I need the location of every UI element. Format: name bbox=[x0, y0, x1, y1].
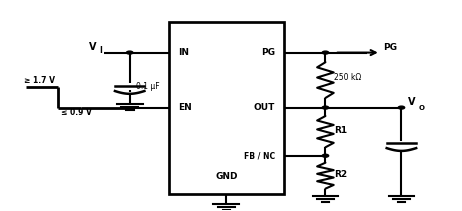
Circle shape bbox=[127, 51, 133, 54]
Text: OUT: OUT bbox=[253, 103, 275, 112]
Bar bbox=[169, 22, 284, 193]
Text: I: I bbox=[100, 46, 103, 55]
Circle shape bbox=[322, 51, 328, 54]
Text: PG: PG bbox=[261, 48, 275, 57]
Text: 0.1 μF: 0.1 μF bbox=[136, 82, 159, 91]
Text: FB / NC: FB / NC bbox=[243, 151, 275, 160]
Circle shape bbox=[322, 106, 328, 109]
Text: R2: R2 bbox=[334, 170, 347, 179]
Text: R1: R1 bbox=[334, 126, 347, 135]
Text: 250 kΩ: 250 kΩ bbox=[334, 73, 361, 83]
Text: EN: EN bbox=[178, 103, 192, 112]
Text: O: O bbox=[419, 105, 425, 111]
Text: GND: GND bbox=[215, 172, 237, 181]
Text: IN: IN bbox=[178, 48, 189, 57]
Text: V: V bbox=[89, 42, 97, 51]
Text: V: V bbox=[408, 97, 416, 107]
Circle shape bbox=[322, 154, 328, 157]
Circle shape bbox=[398, 106, 405, 109]
Text: PG: PG bbox=[383, 43, 397, 51]
Text: ≤ 0.9 V: ≤ 0.9 V bbox=[61, 108, 91, 117]
Text: ≥ 1.7 V: ≥ 1.7 V bbox=[24, 76, 55, 85]
